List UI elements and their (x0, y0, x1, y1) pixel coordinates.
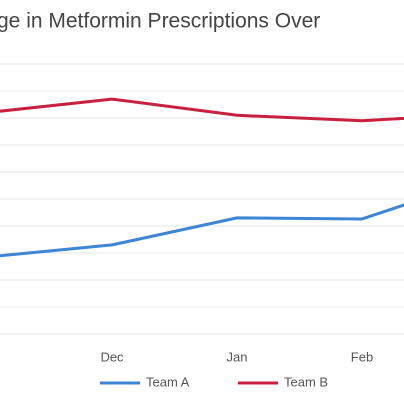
data-line (0, 97, 404, 123)
x-tick-label: Feb (351, 349, 373, 364)
legend-label: Team B (284, 374, 328, 389)
x-tick-label: Dec (100, 349, 124, 364)
x-tick-label: Jan (227, 349, 248, 364)
data-line (0, 203, 404, 258)
chart-title: ge in Metformin Prescriptions Over (0, 10, 320, 33)
legend-label: Team A (146, 374, 190, 389)
